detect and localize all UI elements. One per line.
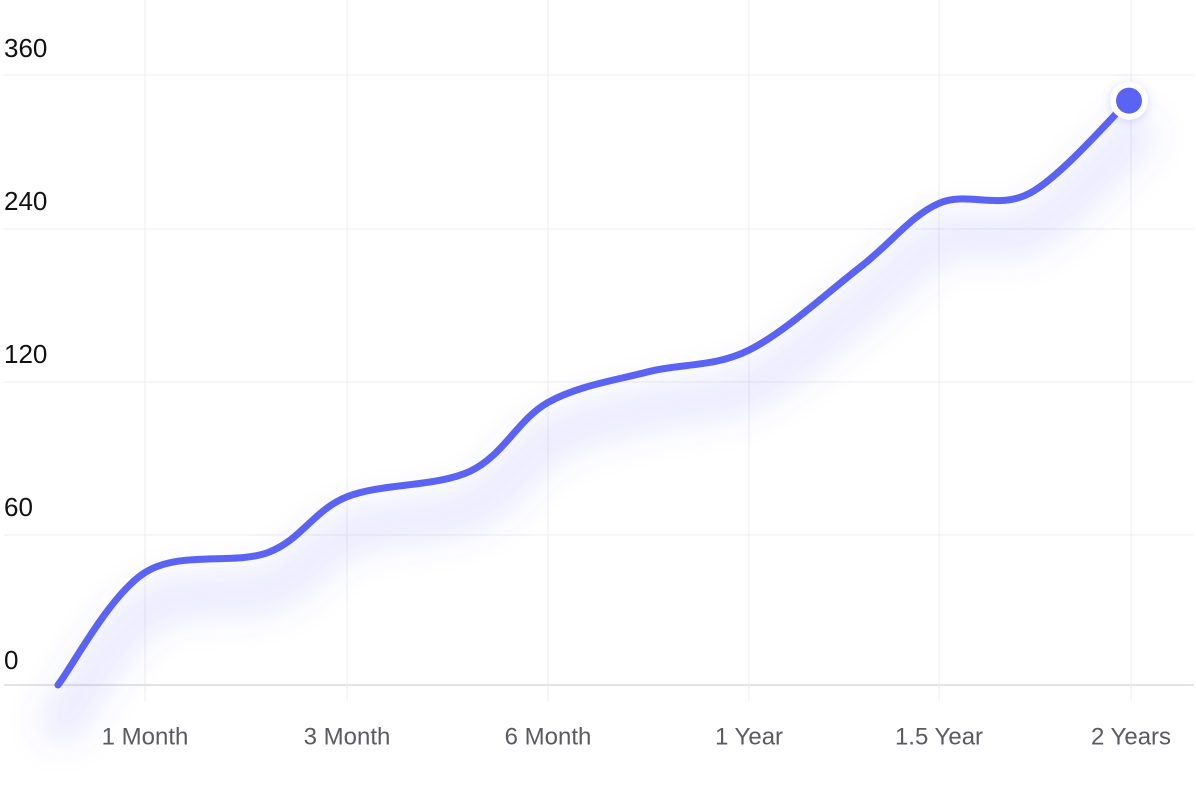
x-tick-label: 3 Month bbox=[304, 723, 391, 750]
series-line-shadow bbox=[39, 113, 1156, 744]
y-tick-label: 0 bbox=[4, 645, 18, 675]
x-tick-label: 1 Year bbox=[715, 723, 783, 750]
x-axis-ticks: 1 Month 3 Month 6 Month 1 Year 1.5 Year 2 Yea… bbox=[102, 723, 1171, 750]
y-tick-label: 240 bbox=[4, 186, 47, 216]
series-layer bbox=[54, 97, 1133, 689]
y-tick-label: 60 bbox=[4, 492, 33, 522]
x-tick-label: 1.5 Year bbox=[895, 723, 983, 750]
y-axis-ticks: 360 240 120 60 0 bbox=[4, 33, 47, 675]
line-shadow bbox=[39, 113, 1156, 744]
y-tick-label: 120 bbox=[4, 339, 47, 369]
x-tick-label: 1 Month bbox=[102, 723, 189, 750]
grid-lines bbox=[4, 0, 1194, 701]
end-point-marker[interactable] bbox=[1116, 87, 1142, 114]
x-tick-label: 6 Month bbox=[505, 723, 592, 750]
x-tick-label: 2 Years bbox=[1091, 723, 1171, 750]
marker-layer bbox=[1110, 81, 1148, 120]
series-line bbox=[54, 97, 1133, 689]
y-tick-label: 360 bbox=[4, 33, 47, 63]
